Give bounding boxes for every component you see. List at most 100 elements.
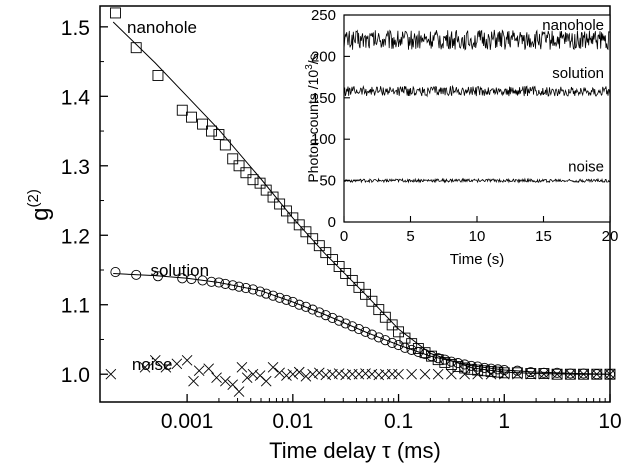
inset-x-tick-label: 10: [469, 228, 486, 245]
point-solution: [340, 318, 351, 329]
point-solution: [439, 354, 450, 365]
point-noise: [149, 354, 161, 366]
point-nanohole: [197, 118, 209, 130]
point-nanohole: [340, 268, 352, 279]
point-noise: [578, 368, 589, 380]
point-nanohole: [227, 153, 239, 165]
point-nanohole: [320, 247, 332, 259]
point-noise: [267, 361, 279, 373]
point-nanohole: [393, 326, 405, 338]
point-solution: [360, 326, 371, 337]
point-solution: [393, 339, 404, 351]
point-nanohole: [280, 205, 292, 217]
point-nanohole: [465, 363, 477, 375]
point-nanohole: [176, 104, 188, 116]
point-nanohole: [240, 167, 252, 179]
inset-x-tick-label: 15: [535, 228, 552, 245]
point-nanohole: [287, 212, 299, 224]
point-nanohole: [333, 261, 345, 272]
main-data-points: [105, 7, 616, 397]
inset-y-tick-label: 0: [328, 214, 336, 231]
inset-x-tick-label: 20: [602, 228, 619, 245]
point-noise: [281, 370, 292, 381]
point-solution: [426, 351, 437, 362]
point-noise: [485, 368, 497, 380]
point-noise: [193, 365, 205, 377]
inset-y-tick-label: 250: [311, 7, 336, 24]
point-noise: [105, 368, 117, 380]
main-x-tick-label: 0.01: [272, 410, 313, 433]
main-y-tick-label: 1.3: [61, 156, 90, 179]
point-solution: [227, 280, 238, 291]
point-nanohole: [254, 177, 266, 189]
point-solution: [486, 363, 497, 374]
main-y-tick-label: 1.1: [61, 295, 90, 318]
point-nanohole: [379, 311, 391, 323]
point-solution: [206, 276, 217, 287]
point-noise: [327, 368, 338, 380]
point-nanohole: [300, 226, 312, 238]
point-noise: [538, 368, 550, 380]
inset-series-label-solution: solution: [552, 65, 604, 82]
point-noise: [525, 368, 537, 380]
point-solution: [538, 367, 549, 378]
point-solution: [255, 286, 266, 297]
main-x-tick-label: 0.1: [384, 410, 413, 433]
point-nanohole: [233, 160, 245, 172]
point-noise: [419, 368, 431, 380]
point-solution: [353, 324, 364, 335]
inset-series-label-noise: noise: [568, 159, 604, 176]
point-nanohole: [360, 288, 371, 300]
main-y-tick-label: 1.5: [61, 17, 90, 40]
point-nanohole: [267, 191, 279, 203]
point-noise: [313, 367, 325, 379]
point-solution: [552, 367, 563, 378]
point-noise: [472, 368, 483, 380]
point-nanohole: [152, 70, 164, 81]
point-solution: [459, 359, 470, 370]
main-y-tick-label: 1.4: [61, 86, 91, 109]
main-chart: 0.001 0.01 0.1 1 10 1.0 1.1 1.2 1.3 1.4 1.5 nanoho…: [25, 5, 622, 463]
point-noise: [512, 368, 523, 380]
inset-series-labels: nanohole solution noise: [542, 17, 604, 176]
main-x-tick-label: 1: [498, 410, 510, 433]
point-noise: [406, 368, 417, 380]
point-nanohole: [206, 125, 217, 137]
point-nanohole: [213, 129, 225, 140]
point-solution: [433, 353, 444, 364]
point-solution: [380, 335, 391, 346]
main-x-axis-title: Time delay τ (ms): [269, 438, 441, 463]
inset-y-tick-label: 100: [311, 131, 336, 148]
point-nanohole: [293, 219, 305, 231]
point-solution: [413, 346, 424, 358]
point-nanohole: [274, 198, 286, 210]
point-nanohole: [219, 139, 231, 151]
point-nanohole: [366, 295, 378, 307]
main-y-axis-title: g(2): [25, 189, 54, 221]
point-noise: [565, 368, 576, 380]
point-solution: [387, 337, 398, 348]
point-nanohole: [260, 184, 272, 196]
point-noise: [604, 368, 616, 380]
point-solution: [446, 356, 457, 367]
point-noise: [446, 368, 457, 380]
main-y-axis-title-sup: (2): [25, 189, 42, 207]
point-nanohole: [525, 368, 537, 379]
point-solution: [152, 271, 164, 282]
point-noise: [247, 368, 259, 380]
inset-y-axis-title: Photon counts /103/s: [304, 53, 321, 182]
point-solution: [320, 310, 331, 321]
point-solution: [373, 332, 384, 343]
point-solution: [314, 307, 325, 318]
point-solution: [525, 367, 536, 378]
point-nanohole: [511, 367, 523, 379]
inset-trace-noise: [343, 177, 611, 184]
inset-y-axis-title-tail: /s: [305, 53, 321, 64]
point-nanohole: [186, 111, 197, 123]
point-nanohole: [326, 254, 338, 266]
point-nanohole: [432, 354, 444, 366]
point-noise: [320, 369, 332, 381]
